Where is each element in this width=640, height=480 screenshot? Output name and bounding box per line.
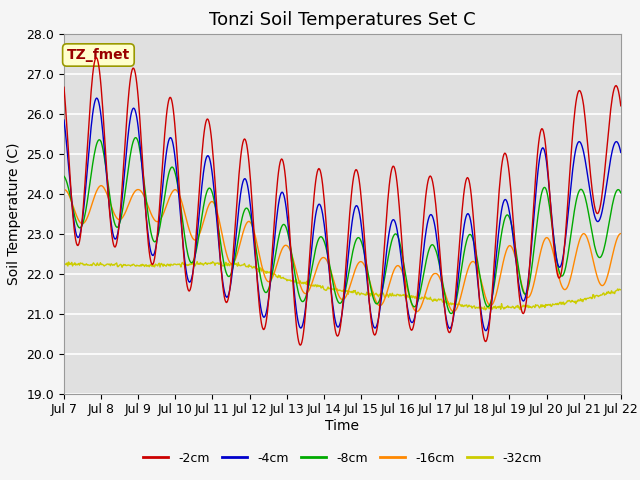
Y-axis label: Soil Temperature (C): Soil Temperature (C) <box>7 143 21 285</box>
X-axis label: Time: Time <box>325 419 360 433</box>
Text: TZ_fmet: TZ_fmet <box>67 48 130 62</box>
Title: Tonzi Soil Temperatures Set C: Tonzi Soil Temperatures Set C <box>209 11 476 29</box>
Legend: -2cm, -4cm, -8cm, -16cm, -32cm: -2cm, -4cm, -8cm, -16cm, -32cm <box>138 447 547 469</box>
